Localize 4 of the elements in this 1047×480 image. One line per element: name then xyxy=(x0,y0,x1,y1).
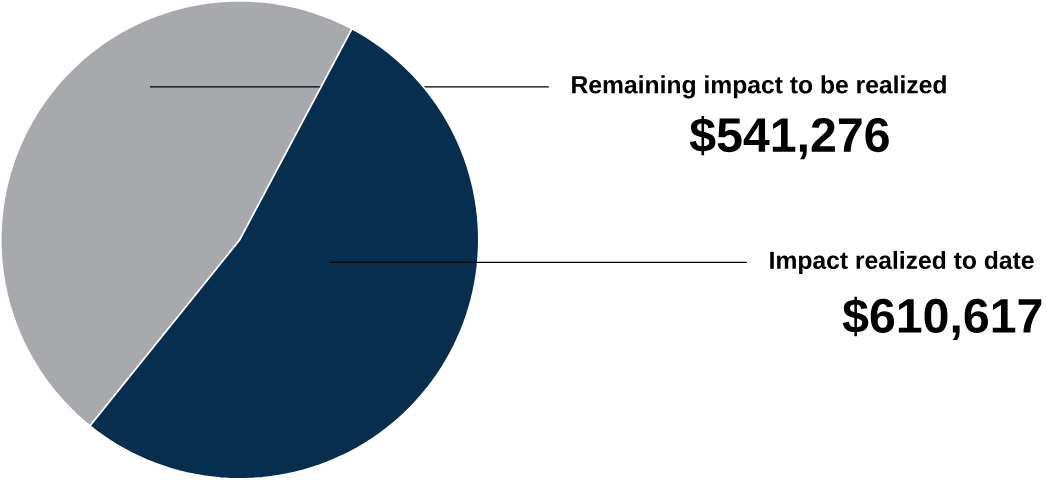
slice-label: Remaining impact to be realized xyxy=(572,75,946,99)
data-label: $541,276 xyxy=(689,116,889,160)
slice-label: Impact realized to date xyxy=(770,251,1034,275)
data-label: $610,617 xyxy=(842,296,1042,341)
